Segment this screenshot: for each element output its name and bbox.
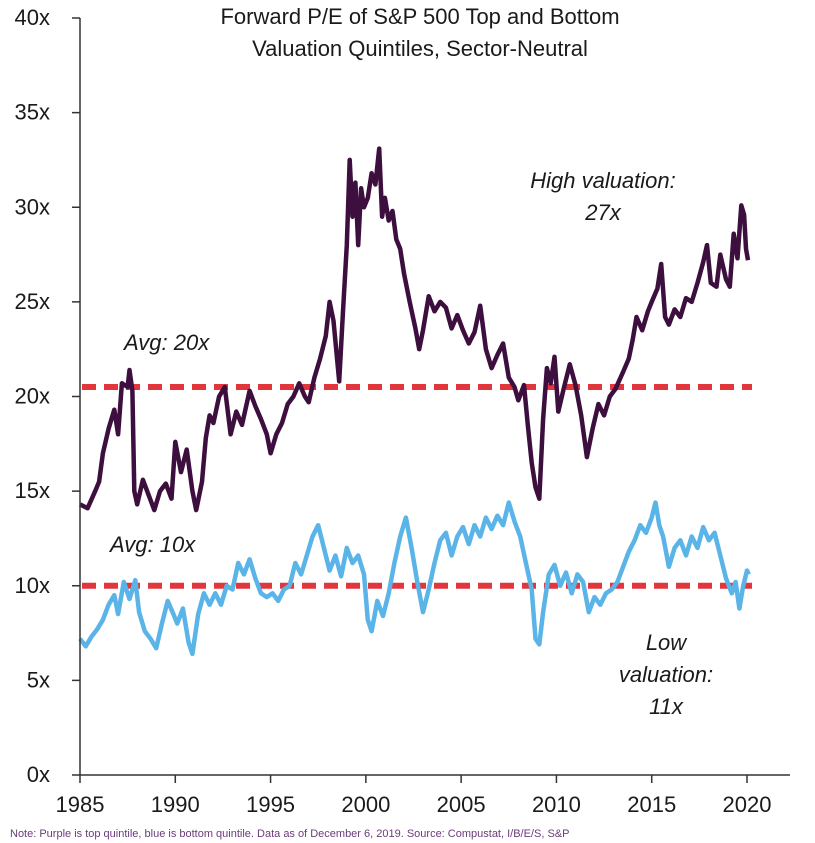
avg-high-annotation: Avg: 20x — [122, 330, 210, 355]
x-tick-label: 1995 — [246, 792, 295, 817]
annotations: Avg: 20x Avg: 10x High valuation: 27x Lo… — [108, 168, 713, 719]
series-line-2 — [78, 500, 751, 657]
x-tick-label: 2010 — [532, 792, 581, 817]
footnote: Note: Purple is top quintile, blue is bo… — [10, 828, 570, 840]
x-tick-label: 2015 — [627, 792, 676, 817]
chart-title-line-2: Valuation Quintiles, Sector-Neutral — [252, 36, 588, 61]
x-tick-label: 2005 — [437, 792, 486, 817]
series-layer — [78, 146, 751, 657]
x-tick-label: 1985 — [56, 792, 105, 817]
series-line-1 — [78, 146, 751, 513]
low-valuation-label-2: valuation: — [619, 662, 713, 687]
x-tick-label: 2020 — [723, 792, 772, 817]
avg-low-annotation: Avg: 10x — [108, 532, 196, 557]
y-tick-label: 30x — [15, 194, 50, 219]
low-valuation-label-1: Low — [646, 630, 688, 655]
y-tick-label: 15x — [15, 478, 50, 503]
low-valuation-value: 11x — [649, 694, 684, 719]
y-tick-label: 40x — [15, 5, 50, 30]
y-tick-label: 5x — [27, 667, 50, 692]
x-tick-label: 2000 — [341, 792, 390, 817]
y-tick-label: 25x — [15, 289, 50, 314]
high-valuation-value: 27x — [584, 200, 621, 225]
y-tick-label: 10x — [15, 573, 50, 598]
axes: 0x 5x 10x 15x 20x 25x 30x 35x 40x 1985 1990 1995 200… — [15, 5, 790, 817]
y-tick-label: 0x — [27, 762, 50, 787]
high-valuation-label: High valuation: — [530, 168, 676, 193]
y-tick-label: 35x — [15, 100, 50, 125]
chart-title-line-1: Forward P/E of S&P 500 Top and Bottom — [220, 4, 619, 29]
chart-title: Forward P/E of S&P 500 Top and Bottom Va… — [220, 4, 619, 61]
x-tick-label: 1990 — [151, 792, 200, 817]
y-tick-label: 20x — [15, 384, 50, 409]
